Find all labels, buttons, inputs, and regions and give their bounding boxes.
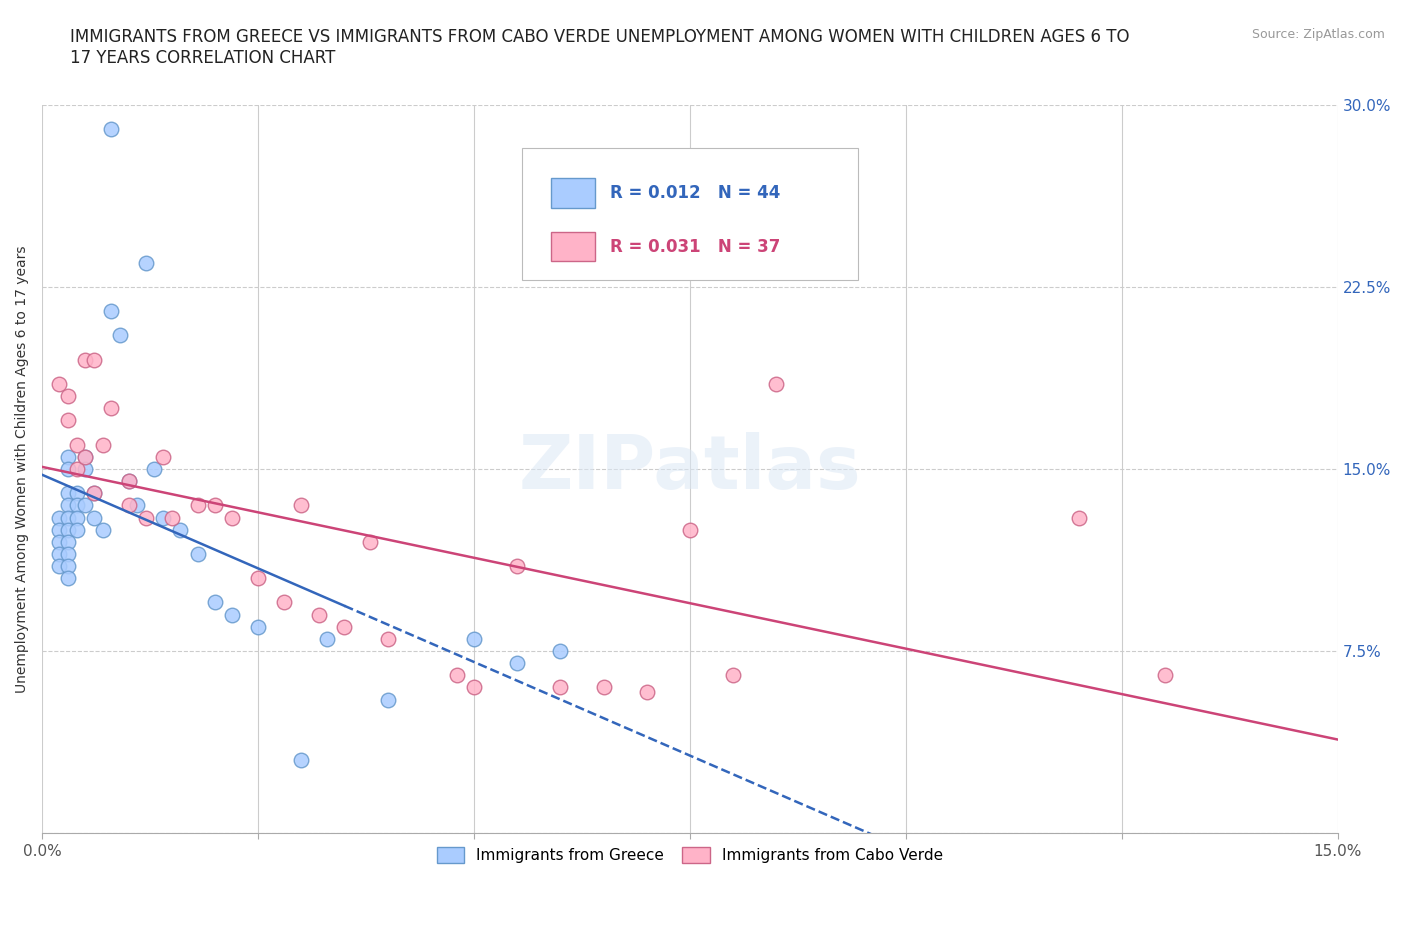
- Point: [550, 644, 572, 658]
- Point: [48, 547, 70, 562]
- Point: [592, 680, 614, 695]
- Point: [66, 485, 89, 500]
- Point: [48, 510, 70, 525]
- Point: [56, 461, 79, 476]
- Point: [100, 401, 122, 416]
- Point: [100, 122, 122, 137]
- Point: [463, 680, 485, 695]
- Point: [143, 461, 166, 476]
- Point: [204, 498, 226, 512]
- Point: [48, 523, 70, 538]
- Point: [333, 619, 356, 634]
- Point: [75, 461, 97, 476]
- Point: [152, 510, 174, 525]
- Point: [56, 559, 79, 574]
- Point: [48, 535, 70, 550]
- Point: [273, 595, 295, 610]
- Text: ZIPatlas: ZIPatlas: [519, 432, 862, 505]
- Point: [506, 559, 529, 574]
- Point: [56, 389, 79, 404]
- Point: [56, 510, 79, 525]
- Point: [169, 523, 191, 538]
- Point: [83, 352, 105, 367]
- Point: [56, 571, 79, 586]
- Point: [66, 523, 89, 538]
- Point: [135, 255, 157, 270]
- Point: [359, 535, 381, 550]
- Point: [48, 559, 70, 574]
- Point: [446, 668, 468, 683]
- Point: [75, 352, 97, 367]
- Point: [316, 631, 339, 646]
- Point: [1154, 668, 1177, 683]
- Point: [160, 510, 183, 525]
- FancyBboxPatch shape: [522, 149, 858, 280]
- Point: [679, 523, 702, 538]
- Point: [290, 498, 312, 512]
- Point: [187, 498, 209, 512]
- Point: [75, 449, 97, 464]
- Point: [1067, 510, 1090, 525]
- Text: R = 0.012   N = 44: R = 0.012 N = 44: [610, 184, 780, 202]
- Legend: Immigrants from Greece, Immigrants from Cabo Verde: Immigrants from Greece, Immigrants from …: [430, 841, 949, 870]
- Point: [636, 684, 658, 699]
- FancyBboxPatch shape: [551, 232, 595, 261]
- Point: [221, 510, 243, 525]
- Point: [308, 607, 330, 622]
- Y-axis label: Unemployment Among Women with Children Ages 6 to 17 years: Unemployment Among Women with Children A…: [15, 246, 30, 693]
- Point: [66, 437, 89, 452]
- Point: [135, 510, 157, 525]
- Point: [506, 656, 529, 671]
- Point: [83, 485, 105, 500]
- Point: [75, 498, 97, 512]
- Point: [117, 498, 139, 512]
- Point: [56, 547, 79, 562]
- Point: [56, 485, 79, 500]
- Point: [66, 498, 89, 512]
- Point: [463, 631, 485, 646]
- Point: [221, 607, 243, 622]
- Point: [247, 571, 270, 586]
- Point: [117, 473, 139, 488]
- Point: [721, 668, 744, 683]
- Point: [108, 328, 131, 343]
- Point: [91, 523, 114, 538]
- Point: [83, 510, 105, 525]
- Point: [204, 595, 226, 610]
- Point: [91, 437, 114, 452]
- Point: [56, 523, 79, 538]
- Point: [377, 631, 399, 646]
- Point: [127, 498, 149, 512]
- Point: [187, 547, 209, 562]
- Point: [66, 461, 89, 476]
- Point: [100, 304, 122, 319]
- Point: [56, 449, 79, 464]
- Point: [152, 449, 174, 464]
- Point: [377, 692, 399, 707]
- Point: [290, 753, 312, 768]
- Point: [56, 498, 79, 512]
- Point: [66, 510, 89, 525]
- Point: [550, 680, 572, 695]
- Point: [56, 413, 79, 428]
- Point: [48, 377, 70, 392]
- Point: [56, 535, 79, 550]
- Point: [75, 449, 97, 464]
- Text: R = 0.031   N = 37: R = 0.031 N = 37: [610, 237, 780, 256]
- Text: Source: ZipAtlas.com: Source: ZipAtlas.com: [1251, 28, 1385, 41]
- Point: [765, 377, 787, 392]
- Text: IMMIGRANTS FROM GREECE VS IMMIGRANTS FROM CABO VERDE UNEMPLOYMENT AMONG WOMEN WI: IMMIGRANTS FROM GREECE VS IMMIGRANTS FRO…: [70, 28, 1130, 67]
- FancyBboxPatch shape: [551, 179, 595, 207]
- Point: [117, 473, 139, 488]
- Point: [247, 619, 270, 634]
- Point: [83, 485, 105, 500]
